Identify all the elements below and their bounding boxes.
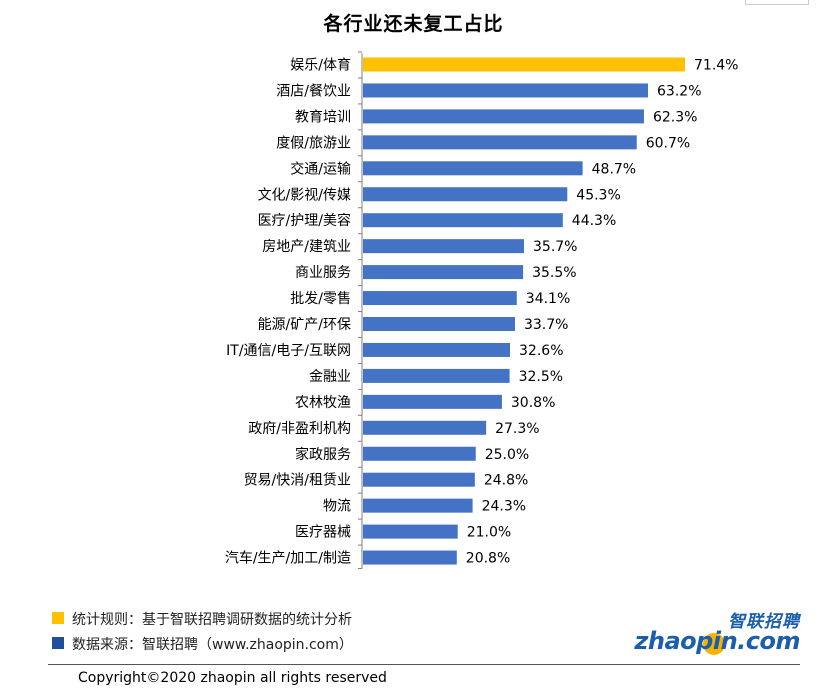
chart-title: 各行业还未复工占比 (323, 13, 504, 35)
bar (363, 161, 583, 176)
bar (363, 524, 458, 539)
category-label: 文化/影视/传媒 (258, 187, 351, 203)
category-label: 金融业 (309, 369, 351, 385)
category-label: 娱乐/体育 (290, 58, 351, 74)
value-label: 35.5% (532, 265, 576, 281)
category-label: 医疗/护理/美容 (258, 212, 351, 229)
source-note: 数据来源：智联招聘（www.zhaopin.com） (72, 637, 353, 653)
bar (363, 446, 476, 461)
source-legend-square (52, 637, 64, 649)
bar (363, 420, 487, 435)
value-label: 35.7% (533, 239, 577, 255)
value-label: 30.8% (511, 395, 555, 411)
value-label: 71.4% (694, 58, 738, 74)
value-label: 63.2% (657, 83, 701, 99)
category-label: 批发/零售 (290, 291, 351, 307)
value-label: 48.7% (592, 161, 636, 177)
bar (363, 498, 473, 513)
bar (363, 83, 649, 98)
zhaopin-logo: 智联招聘 zhaopin.com (634, 607, 800, 659)
value-label: 34.1% (526, 291, 570, 307)
category-label: 交通/运输 (290, 160, 351, 177)
bar (363, 317, 515, 331)
bar (363, 472, 475, 487)
footer-divider (48, 664, 800, 665)
category-label: 农林牧渔 (295, 395, 351, 411)
value-label: 62.3% (653, 109, 697, 125)
category-label: 汽车/生产/加工/制造 (225, 550, 351, 567)
rule-legend-square (52, 612, 64, 624)
value-label: 32.5% (519, 369, 563, 385)
bar (363, 368, 510, 383)
bar (363, 291, 517, 306)
bar (363, 109, 644, 124)
value-label: 45.3% (576, 187, 620, 203)
value-label: 21.0% (467, 525, 511, 541)
value-label: 60.7% (646, 135, 690, 151)
bar (363, 342, 511, 357)
bar (363, 550, 457, 565)
value-label: 33.7% (524, 317, 568, 333)
category-label: 贸易/快消/租赁业 (244, 473, 351, 489)
bar (363, 135, 637, 150)
logo-en-text: zhaopin.com (634, 627, 800, 655)
bar (363, 57, 685, 72)
category-label: 物流 (323, 499, 351, 515)
rule-note: 统计规则：基于智联招聘调研数据的统计分析 (72, 612, 352, 628)
bar (363, 239, 524, 254)
category-label: 政府/非盈利机构 (248, 421, 351, 437)
category-label: 酒店/餐饮业 (276, 83, 351, 99)
value-label: 32.6% (519, 343, 563, 359)
category-label: 医疗器械 (295, 525, 351, 541)
category-label: 房地产/建筑业 (262, 239, 351, 255)
bar (363, 187, 568, 202)
value-label: 20.8% (466, 551, 510, 567)
value-label: 24.3% (482, 499, 526, 515)
corner-frame (745, 0, 809, 5)
copyright-text: Copyright©2020 zhaopin all rights reserv… (78, 670, 387, 686)
logo-dot-icon (703, 633, 725, 655)
value-label: 24.8% (484, 473, 528, 489)
bar (363, 394, 502, 409)
value-label: 25.0% (485, 447, 529, 463)
category-label: 商业服务 (295, 265, 351, 281)
bar (363, 265, 524, 280)
value-label: 27.3% (495, 421, 539, 437)
category-label: IT/通信/电子/互联网 (226, 343, 351, 359)
value-label: 44.3% (572, 213, 616, 229)
category-label: 能源/矿产/环保 (258, 317, 351, 333)
bar-chart: 娱乐/体育 71.4% 酒店/餐饮业 63.2% 教育培训 62.3% 度假/旅游业 60.7… (225, 51, 738, 570)
category-label: 教育培训 (295, 109, 351, 125)
category-label: 度假/旅游业 (276, 135, 351, 151)
bar (363, 213, 563, 228)
category-label: 家政服务 (295, 446, 351, 463)
logo-cn-text: 智联招聘 (728, 612, 800, 632)
